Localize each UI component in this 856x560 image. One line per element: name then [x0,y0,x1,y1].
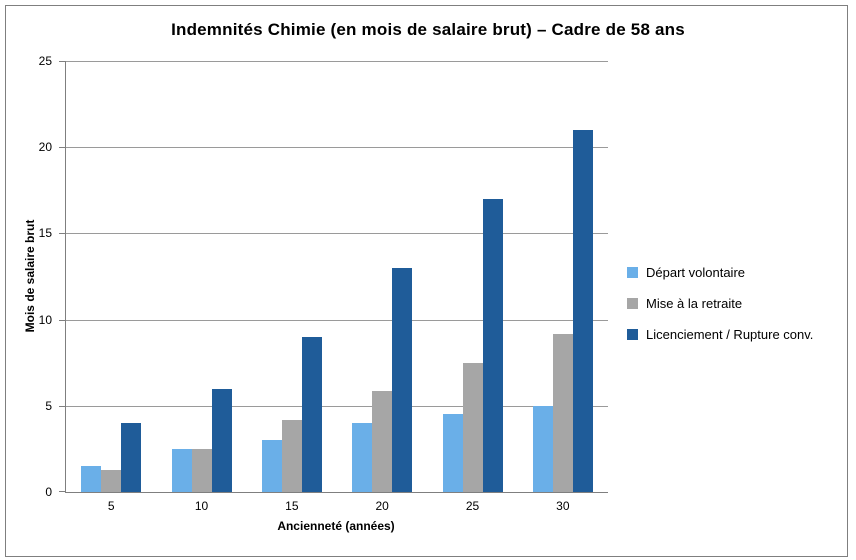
legend-label: Licenciement / Rupture conv. [646,327,814,342]
bar [262,440,282,492]
bar [553,334,573,492]
bar [302,337,322,492]
y-axis-tick [59,147,65,148]
y-tick-label: 15 [38,226,52,240]
legend-swatch [627,267,638,278]
plot-area: 0 5 10 15 20 25 5 10 15 20 25 30 [39,54,608,513]
y-tick-label: 25 [38,54,52,68]
bar [212,389,232,492]
gridline [66,61,608,62]
bar [282,420,302,492]
legend-item: Mise à la retraite [627,293,813,314]
y-axis-tick [59,320,65,321]
chart-border [5,5,848,557]
y-tick-label: 5 [45,399,52,413]
x-tick-label: 10 [194,499,209,513]
legend: Départ volontaire Mise à la retraite Licen… [627,262,813,355]
bar [463,363,483,492]
x-tick-label: 25 [465,499,480,513]
x-tick-label: 20 [375,499,389,513]
gridline [66,406,608,407]
bar [352,423,372,492]
y-axis-tick [59,491,65,492]
chart-title: Indemnités Chimie (en mois de salaire br… [171,20,685,39]
gridline [66,147,608,148]
y-tick-label: 10 [38,313,52,327]
bar [101,470,121,492]
legend-label: Mise à la retraite [646,296,743,311]
y-axis-tick [59,406,65,407]
bar [172,449,192,492]
x-axis-title: Ancienneté (années) [277,519,395,533]
gridline [66,233,608,234]
legend-swatch [627,329,638,340]
gridline [66,320,608,321]
bar [533,406,553,492]
y-tick-label: 20 [38,140,52,154]
y-tick-label: 0 [45,485,52,499]
bar [392,268,412,492]
y-axis-tick [59,61,65,62]
bar [121,423,141,492]
legend-item: Départ volontaire [627,262,813,283]
bar [372,391,392,492]
bar [192,449,212,492]
legend-swatch [627,298,638,309]
legend-item: Licenciement / Rupture conv. [627,324,813,345]
legend-label: Départ volontaire [646,265,745,280]
x-tick-label: 5 [107,499,115,513]
bar [443,414,463,492]
bar [81,466,101,492]
bar [483,199,503,492]
x-tick-label: 30 [556,499,570,513]
x-tick-label: 15 [285,499,299,513]
bar [573,130,593,492]
y-axis-tick [59,233,65,234]
